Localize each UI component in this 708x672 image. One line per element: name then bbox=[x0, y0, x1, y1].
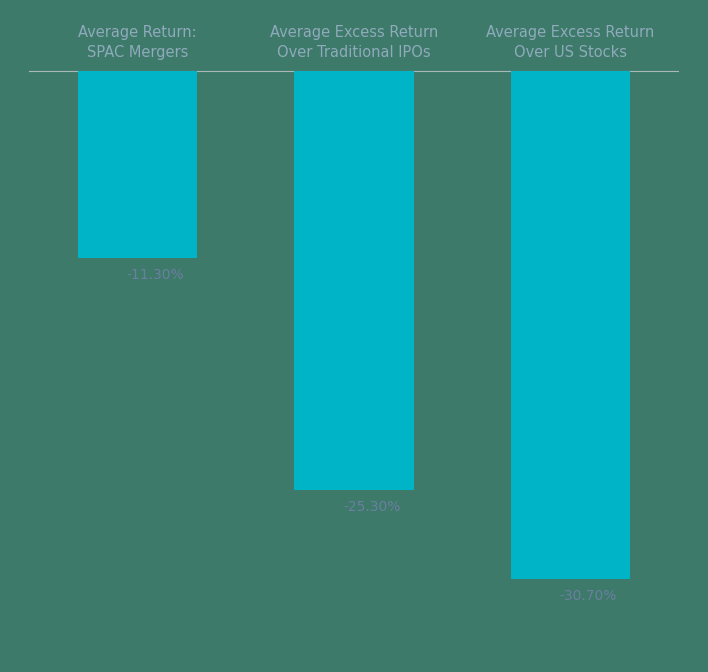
Text: -30.70%: -30.70% bbox=[560, 589, 617, 603]
Text: -25.30%: -25.30% bbox=[343, 500, 401, 514]
Text: Average Return:
SPAC Mergers: Average Return: SPAC Mergers bbox=[78, 25, 197, 60]
Text: -11.30%: -11.30% bbox=[127, 268, 184, 282]
Bar bbox=[295, 71, 413, 490]
Bar bbox=[78, 71, 197, 258]
Text: Average Excess Return
Over US Stocks: Average Excess Return Over US Stocks bbox=[486, 25, 655, 60]
Text: Average Excess Return
Over Traditional IPOs: Average Excess Return Over Traditional I… bbox=[270, 25, 438, 60]
Bar bbox=[511, 71, 630, 579]
